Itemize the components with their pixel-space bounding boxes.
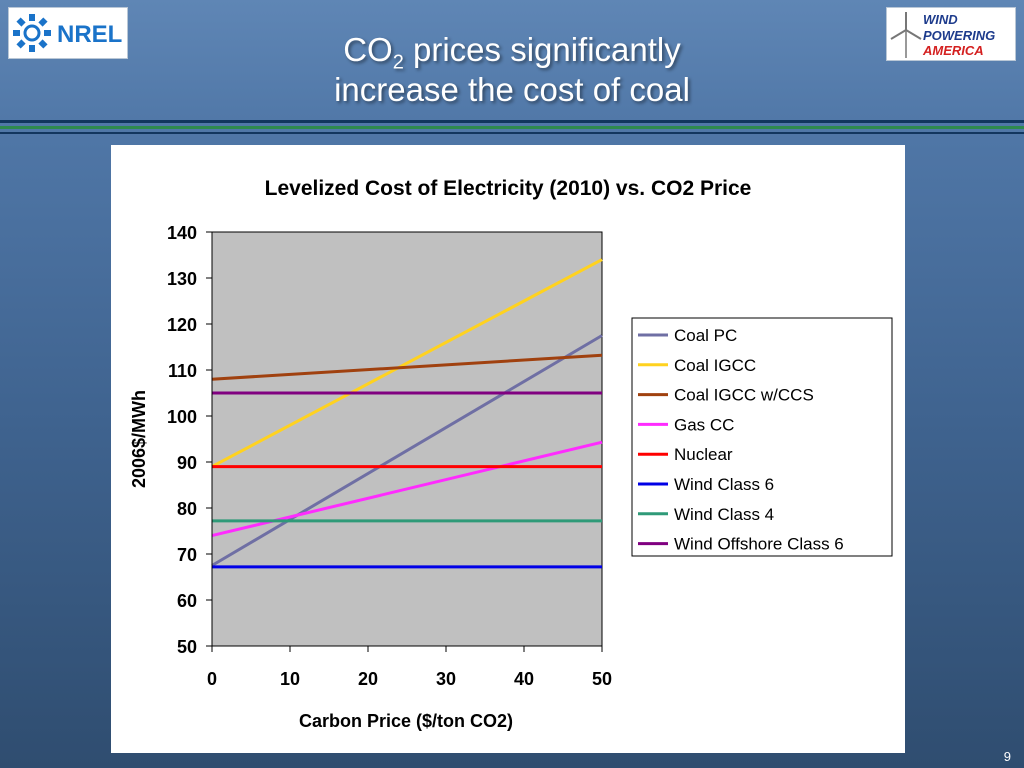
series-line-coal-pc bbox=[211, 334, 603, 567]
y-tick-label: 60 bbox=[177, 591, 197, 611]
nrel-logo: NREL bbox=[8, 7, 128, 59]
wind-powering-america-logo: WIND POWERING AMERICA bbox=[886, 7, 1016, 61]
legend-label: Wind Class 6 bbox=[674, 475, 774, 494]
series-lines bbox=[211, 258, 603, 569]
title-line1-rest: prices significantly bbox=[403, 31, 681, 68]
legend: Coal PC Coal IGCC Coal IGCC w/CCS Gas CC Nuc… bbox=[638, 326, 844, 554]
x-tick-label: 20 bbox=[358, 669, 378, 689]
x-tick-label: 50 bbox=[592, 669, 612, 689]
axes: 50 60 70 80 90 100 110 120 130 140 0 10 20 30 40 50 bbox=[167, 223, 612, 689]
y-tick-label: 140 bbox=[167, 223, 197, 243]
legend-label: Gas CC bbox=[674, 415, 734, 434]
nrel-logo-text: NREL bbox=[57, 21, 122, 48]
x-tick-label: 10 bbox=[280, 669, 300, 689]
slide-number: 9 bbox=[1003, 749, 1011, 764]
legend-label: Wind Offshore Class 6 bbox=[674, 535, 844, 554]
wind-logo-line1: WIND bbox=[923, 12, 958, 27]
header-rule-green bbox=[0, 126, 1024, 129]
chart-title: Levelized Cost of Electricity (2010) vs.… bbox=[265, 177, 752, 200]
x-tick-label: 40 bbox=[514, 669, 534, 689]
chart-panel: Levelized Cost of Electricity (2010) vs.… bbox=[111, 145, 905, 753]
wind-logo-line2: POWERING bbox=[923, 28, 995, 43]
title-subscript: 2 bbox=[392, 51, 404, 74]
y-tick-label: 90 bbox=[177, 453, 197, 473]
x-tick-label: 30 bbox=[436, 669, 456, 689]
slide-title-line1: CO2 prices significantly bbox=[170, 30, 854, 73]
y-tick-label: 70 bbox=[177, 545, 197, 565]
wind-turbine-logo-icon: WIND POWERING AMERICA bbox=[890, 12, 995, 58]
y-tick-label: 100 bbox=[167, 407, 197, 427]
header-rule-top bbox=[0, 120, 1024, 123]
series-line-coal-igcc-w-ccs bbox=[211, 353, 603, 381]
x-axis-label: Carbon Price ($/ton CO2) bbox=[299, 711, 513, 731]
y-tick-label: 120 bbox=[167, 315, 197, 335]
slide-title-line2: increase the cost of coal bbox=[334, 71, 690, 108]
y-tick-label: 110 bbox=[168, 361, 197, 381]
legend-label: Wind Class 4 bbox=[674, 505, 774, 524]
series-line-coal-igcc bbox=[211, 258, 603, 468]
legend-label: Nuclear bbox=[674, 445, 733, 464]
legend-label: Coal IGCC w/CCS bbox=[674, 386, 814, 405]
y-axis-label: 2006$/MWh bbox=[129, 390, 149, 488]
lcoe-chart: Levelized Cost of Electricity (2010) vs.… bbox=[129, 177, 893, 731]
plot-area bbox=[211, 231, 603, 647]
header-rule-bottom bbox=[0, 132, 1024, 134]
wind-logo-line3: AMERICA bbox=[922, 43, 984, 58]
y-tick-label: 80 bbox=[177, 499, 197, 519]
legend-box bbox=[631, 317, 893, 557]
legend-label: Coal IGCC bbox=[674, 356, 756, 375]
x-tick-label: 0 bbox=[207, 669, 217, 689]
nrel-logo-icon: NREL bbox=[13, 14, 122, 52]
title-co: CO bbox=[343, 31, 393, 68]
legend-label: Coal PC bbox=[674, 326, 737, 345]
y-tick-label: 50 bbox=[177, 637, 197, 657]
slide-title: CO2 prices significantly increase the co… bbox=[170, 30, 854, 110]
y-tick-label: 130 bbox=[167, 269, 197, 289]
